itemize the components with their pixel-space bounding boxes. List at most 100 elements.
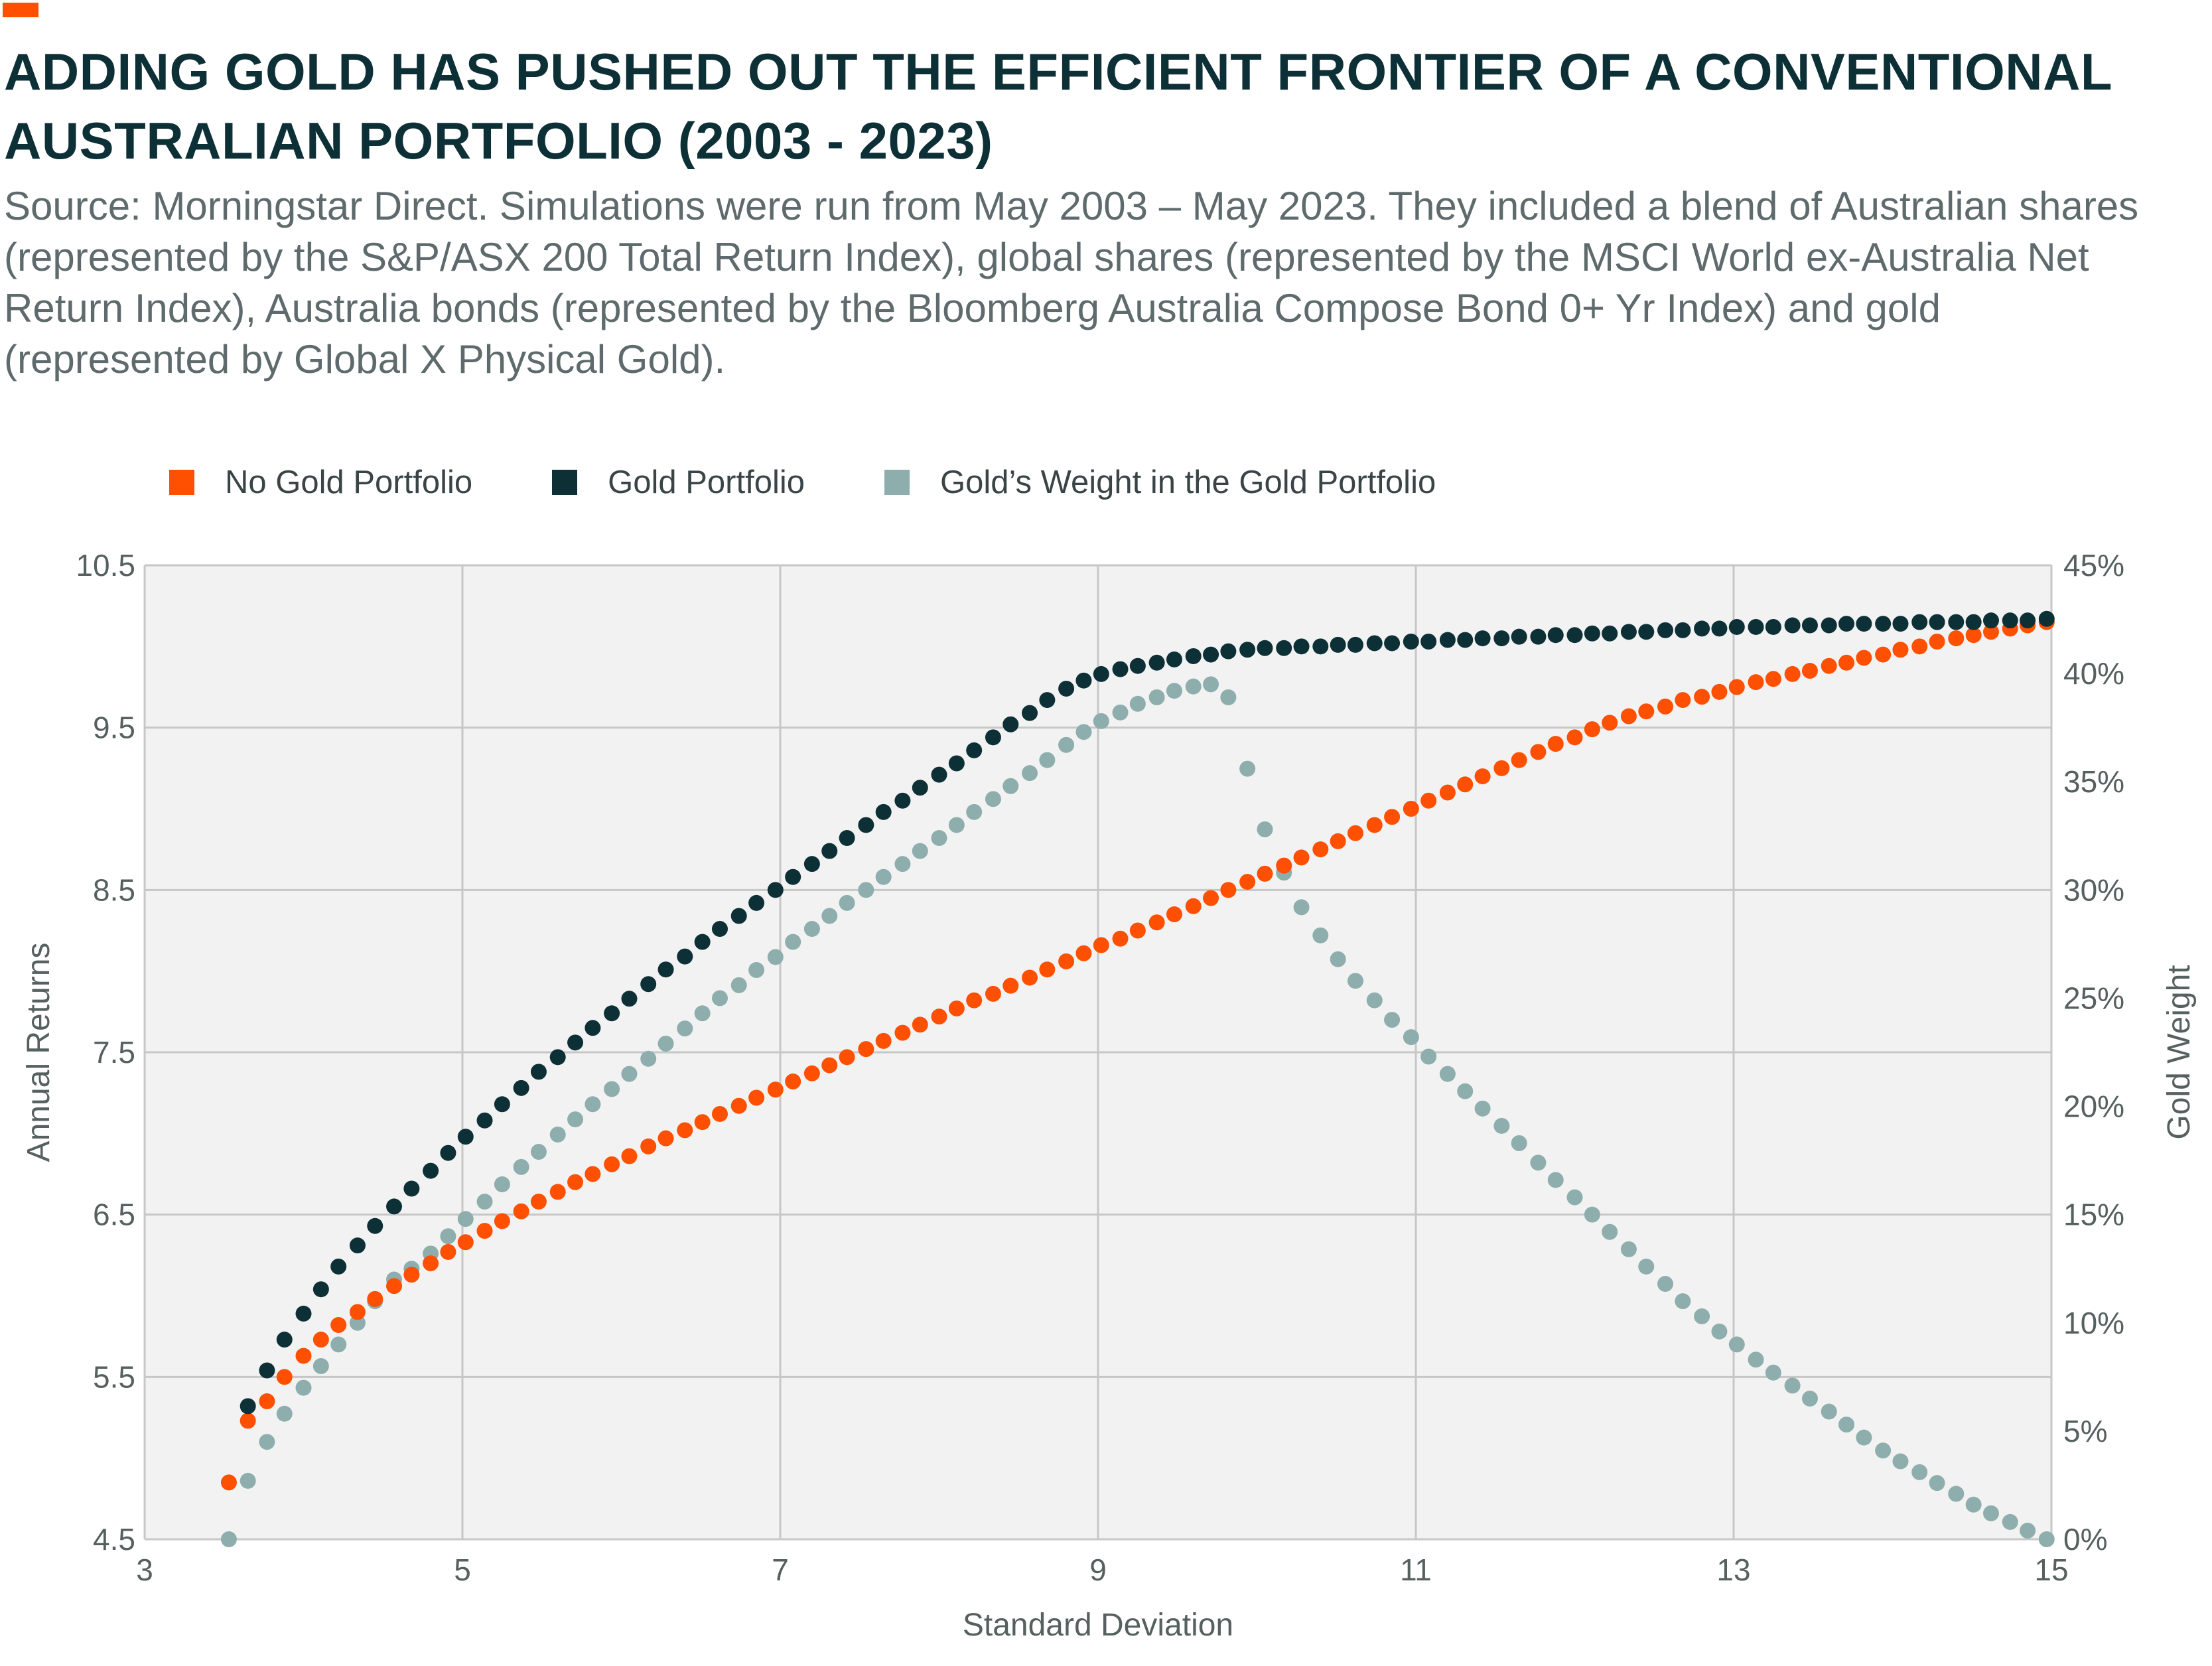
gold-weight-point — [2002, 1513, 2018, 1530]
gold-weight-point — [457, 1211, 474, 1227]
gold-portfolio-point — [1002, 716, 1019, 732]
no-gold-point — [1965, 627, 1982, 644]
gold-weight-point — [1982, 1505, 1999, 1521]
no-gold-point — [985, 985, 1001, 1002]
no-gold-point — [1112, 930, 1129, 947]
gold-portfolio-point — [295, 1305, 312, 1322]
gold-weight-point — [1403, 1029, 1419, 1046]
gold-portfolio-point — [1330, 636, 1346, 653]
gold-portfolio-point — [1948, 614, 1965, 630]
gold-portfolio-point — [1312, 638, 1329, 655]
gold-portfolio-point — [821, 843, 838, 859]
gold-weight-point — [240, 1472, 256, 1489]
no-gold-point — [1039, 961, 1056, 978]
gold-weight-point — [1457, 1083, 1474, 1099]
gold-weight-point — [530, 1144, 547, 1160]
no-gold-point — [312, 1332, 329, 1348]
x-tick-label: 15 — [2034, 1553, 2068, 1587]
no-gold-point — [549, 1184, 566, 1200]
no-gold-point — [1403, 801, 1419, 817]
no-gold-series — [220, 614, 2055, 1491]
gold-portfolio-point — [1584, 625, 1600, 642]
no-gold-point — [1093, 937, 1109, 953]
gold-weight-point — [1547, 1172, 1564, 1188]
gold-portfolio-point — [1185, 648, 1202, 665]
gold-portfolio-point — [1821, 617, 1837, 634]
gold-weight-point — [677, 1020, 693, 1037]
gold-weight-point — [1620, 1241, 1637, 1257]
gold-portfolio-point — [259, 1362, 275, 1379]
no-gold-point — [803, 1065, 820, 1081]
gold-portfolio-point — [1875, 616, 1892, 632]
gold-portfolio-point — [1058, 680, 1075, 697]
y-tick-label: 8.5 — [93, 872, 135, 907]
gold-portfolio-point — [1166, 651, 1182, 667]
gold-portfolio-point — [330, 1258, 347, 1275]
source-note: Source: Morningstar Direct. Simulations … — [4, 184, 2139, 382]
gold-portfolio-point — [604, 1005, 620, 1022]
gold-weight-point — [1965, 1496, 1982, 1513]
no-gold-point — [1784, 665, 1801, 682]
no-gold-point — [367, 1290, 383, 1307]
y2-tick-label: 40% — [2063, 656, 2124, 691]
no-gold-point — [1657, 698, 1674, 715]
no-gold-point — [494, 1213, 510, 1229]
gold-weight-point — [1838, 1417, 1855, 1433]
gold-portfolio-point — [1276, 640, 1292, 656]
gold-portfolio-point — [1293, 638, 1310, 655]
y2-tick-label: 20% — [2063, 1089, 2124, 1124]
gold-portfolio-point — [1220, 643, 1237, 659]
gold-weight-point — [276, 1405, 293, 1422]
gold-portfolio-point — [730, 908, 747, 924]
no-gold-point — [1929, 633, 1945, 650]
gold-portfolio-point — [1566, 627, 1583, 644]
gold-weight-point — [440, 1228, 456, 1245]
y2-tick-label: 10% — [2063, 1306, 2124, 1340]
no-gold-point — [1203, 890, 1219, 906]
gold-weight-point — [2020, 1522, 2036, 1539]
gold-weight-point — [1002, 778, 1019, 794]
gold-portfolio-point — [549, 1049, 566, 1066]
gold-portfolio-point — [423, 1162, 439, 1179]
no-gold-point — [1257, 865, 1273, 882]
gold-weight-point — [966, 803, 983, 820]
gold-weight-point — [1347, 973, 1363, 989]
no-gold-point — [457, 1234, 474, 1251]
gold-portfolio-point — [2002, 612, 2018, 629]
gold-portfolio-point — [1474, 630, 1491, 647]
gold-portfolio-point — [513, 1079, 529, 1096]
y2-tick-label: 35% — [2063, 764, 2124, 799]
gold-weight-point — [1821, 1403, 1837, 1420]
legend-item-gold-portfolio: Gold Portfolio — [552, 464, 805, 501]
gold-weight-point — [839, 894, 855, 911]
y-tick-label: 5.5 — [93, 1359, 135, 1394]
gold-weight-point — [1420, 1048, 1437, 1065]
gold-portfolio-point — [567, 1034, 584, 1051]
gold-portfolio-point — [1384, 635, 1401, 652]
no-gold-point — [1838, 654, 1855, 671]
no-gold-point — [513, 1203, 529, 1219]
no-gold-point — [1675, 692, 1691, 709]
gold-portfolio-point — [894, 792, 911, 809]
gold-portfolio-point — [1929, 614, 1945, 630]
no-gold-point — [1728, 679, 1745, 695]
gold-weight-point — [330, 1336, 347, 1353]
no-gold-point — [657, 1130, 674, 1146]
legend-label-gold-portfolio: Gold Portfolio — [608, 464, 805, 500]
no-gold-point — [1584, 721, 1600, 738]
gold-weight-point — [1022, 765, 1038, 782]
no-gold-point — [386, 1278, 403, 1294]
no-gold-point — [1058, 953, 1075, 969]
no-gold-point — [1457, 776, 1474, 793]
legend-item-no-gold: No Gold Portfolio — [169, 464, 472, 501]
y-axis-title: Annual Returns — [21, 943, 56, 1162]
gold-weight-point — [1384, 1012, 1401, 1028]
gold-portfolio-point — [1838, 616, 1855, 632]
no-gold-point — [1892, 642, 1909, 658]
gold-portfolio-point — [1203, 646, 1219, 663]
gold-weight-point — [748, 962, 765, 979]
gold-portfolio-point — [349, 1237, 366, 1254]
y2-axis-title: Gold Weight — [2162, 965, 2197, 1139]
no-gold-point — [931, 1008, 947, 1025]
y2-tick-label: 0% — [2063, 1522, 2107, 1557]
